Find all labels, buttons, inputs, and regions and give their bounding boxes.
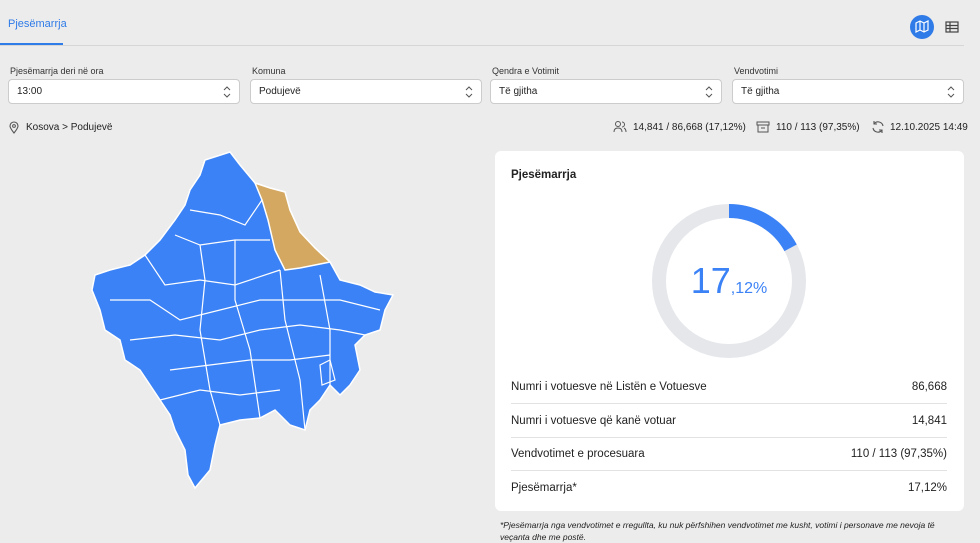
gauge-decimal: ,12% bbox=[731, 280, 767, 297]
filter-value: 13:00 bbox=[17, 86, 43, 97]
select-arrows bbox=[465, 86, 473, 98]
row-label: Numri i votuesve që kanë votuar bbox=[511, 414, 676, 427]
voters-icon bbox=[613, 121, 627, 133]
filter-label: Komuna bbox=[252, 66, 286, 76]
turnout-card: Pjesëmarrja 17,12% Numri i votuesve në L… bbox=[495, 151, 964, 511]
row-value: 14,841 bbox=[911, 414, 947, 427]
row-value: 86,668 bbox=[911, 381, 947, 393]
filter-label: Vendvotimi bbox=[734, 66, 779, 76]
voters-stat: 14,841 / 86,668 (17,12%) bbox=[633, 122, 746, 133]
select-arrows bbox=[705, 86, 713, 98]
gauge-integer: 17 bbox=[691, 260, 731, 301]
municipality-borders bbox=[110, 199, 381, 431]
map-view-button[interactable] bbox=[910, 15, 934, 39]
map-region-selected[interactable] bbox=[253, 181, 332, 271]
footnote: *Pjesëmarrja nga vendvotimet e rregullta… bbox=[500, 520, 935, 542]
row-label: Numri i votuesve në Listën e Votuesve bbox=[511, 381, 707, 393]
filter-select[interactable]: Podujevë bbox=[250, 79, 482, 104]
breadcrumb: Kosova > Podujevë bbox=[26, 122, 113, 133]
stat-row: Numri i votuesve në Listën e Votuesve 86,… bbox=[511, 371, 947, 404]
map-region[interactable] bbox=[91, 151, 395, 490]
gauge-arc bbox=[652, 204, 806, 358]
row-label: Pjesëmarrja* bbox=[511, 481, 577, 494]
tab-underline bbox=[0, 43, 63, 45]
card-title: Pjesëmarrja bbox=[511, 169, 577, 181]
filter-value: Të gjitha bbox=[499, 86, 538, 97]
location-icon bbox=[9, 121, 19, 134]
filter-select[interactable]: Të gjitha bbox=[732, 79, 964, 104]
row-label: Vendvotimet e procesuara bbox=[511, 448, 645, 460]
refresh-icon[interactable] bbox=[871, 120, 885, 134]
updated-stat: 12.10.2025 14:49 bbox=[890, 122, 968, 133]
filter-select[interactable]: Të gjitha bbox=[490, 79, 722, 104]
filter-select[interactable]: 13:00 bbox=[8, 79, 240, 104]
row-value: 17,12% bbox=[907, 481, 947, 494]
table-view-button[interactable] bbox=[945, 21, 959, 33]
filter-value: Të gjitha bbox=[741, 86, 780, 97]
gauge: 17,12% bbox=[652, 204, 806, 358]
stat-row: Vendvotimet e procesuara 110 / 113 (97,35… bbox=[511, 438, 947, 471]
map bbox=[91, 151, 395, 490]
view-toggle bbox=[910, 15, 959, 39]
filter-label: Pjesëmarrja deri në ora bbox=[10, 66, 104, 76]
row-value: 110 / 113 (97,35%) bbox=[850, 448, 947, 460]
stations-stat: 110 / 113 (97,35%) bbox=[776, 122, 860, 133]
divider bbox=[0, 45, 964, 46]
stations-icon bbox=[756, 121, 770, 133]
stat-row: Numri i votuesve që kanë votuar 14,841 bbox=[511, 405, 947, 438]
filter-label: Qendra e Votimit bbox=[492, 66, 560, 76]
select-arrows bbox=[947, 86, 955, 98]
select-arrows bbox=[223, 86, 231, 98]
filter-value: Podujevë bbox=[259, 86, 301, 97]
stat-row: Pjesëmarrja* 17,12% bbox=[511, 472, 947, 505]
tab-active[interactable]: Pjesëmarrja bbox=[8, 18, 67, 30]
gauge-label: 17,12% bbox=[691, 260, 768, 301]
